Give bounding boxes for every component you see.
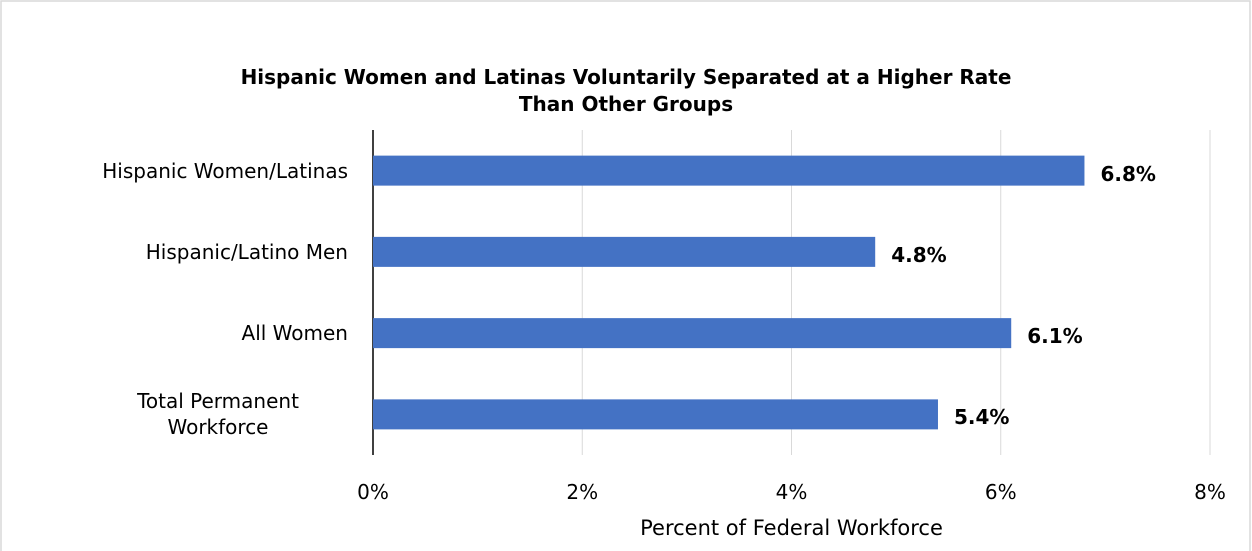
x-tick-label: 6% [984,480,1017,504]
y-tick-label: All Women [241,321,348,346]
bar [373,236,876,267]
data-label: 4.8% [891,242,947,267]
data-label: 6.8% [1100,161,1156,186]
x-tick-label: 0% [357,480,389,504]
y-tick-label: Hispanic/Latino Men [145,239,348,264]
data-label: 5.4% [953,405,1010,430]
chart-title: Hispanic Women and Latinas Voluntarily S… [240,65,1012,116]
x-axis-title: Percent of Federal Workforce [640,516,943,540]
y-tick-label: Total Permanent Workforce [137,389,299,440]
x-tick-label: 8% [1194,480,1226,504]
data-label: 6.1% [1027,324,1083,349]
bar [373,318,1012,349]
bar [373,399,938,430]
bar [373,155,1085,186]
y-tick-label: Hispanic Women/Latinas [102,158,348,183]
x-tick-label: 4% [775,480,808,504]
x-tick-label: 2% [566,480,599,504]
